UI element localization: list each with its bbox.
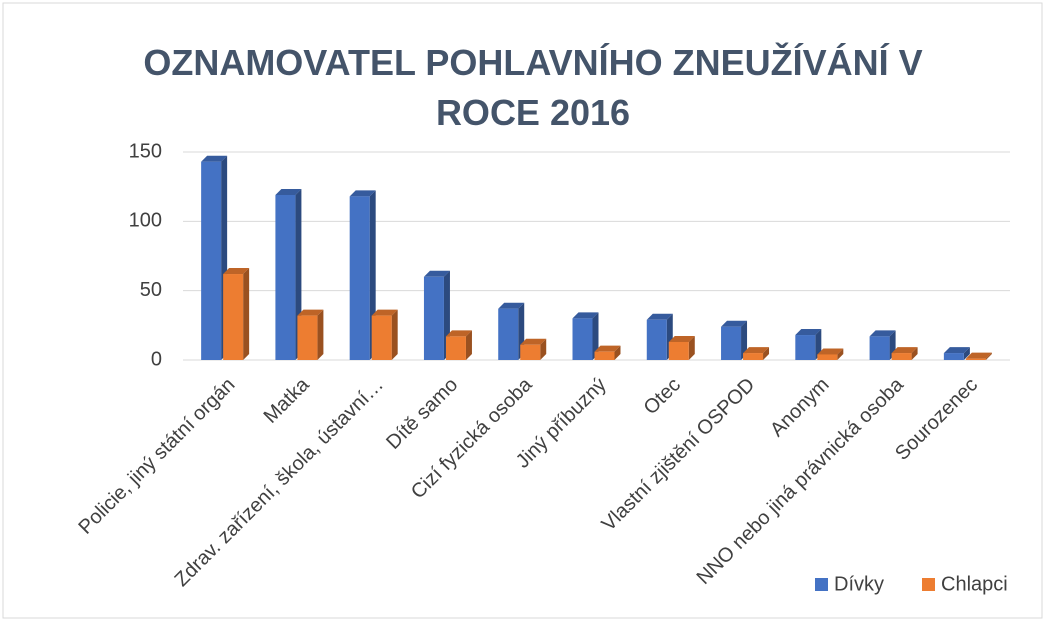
bar [371, 309, 398, 360]
bar [668, 335, 695, 360]
bar [201, 155, 228, 360]
bar-side [391, 309, 398, 360]
x-tick-label: Anonym [766, 374, 833, 441]
bar-top [520, 338, 547, 345]
bar-side [465, 330, 472, 360]
chart-title: OZNAMOVATEL POHLAVNÍHO ZNEUŽÍVÁNÍ V ROCE… [143, 42, 923, 133]
x-tick-label: Matka [260, 373, 315, 428]
bar-side [317, 309, 324, 360]
bar-front [943, 353, 964, 360]
x-tick-label: Otec [640, 374, 685, 419]
bar-top [297, 309, 324, 316]
bar-top [668, 335, 695, 342]
bar-side [540, 338, 547, 360]
bar-front [223, 274, 244, 360]
x-tick-label: Policie, jiný státní orgán [74, 374, 239, 539]
bar-side [963, 347, 970, 360]
y-tick-label: 0 [151, 348, 162, 370]
bar-front [743, 353, 764, 360]
bar-top [349, 190, 376, 197]
bar-side [592, 312, 599, 360]
bar-side [763, 347, 770, 360]
bar-front [965, 358, 986, 360]
bar-top [594, 345, 621, 352]
bar-front [572, 318, 593, 360]
bar-front [423, 276, 444, 360]
bar-top [646, 313, 673, 320]
bar-top [721, 320, 748, 327]
bar-front [817, 354, 838, 360]
bar [445, 330, 472, 360]
bar-top [275, 188, 302, 195]
bar-top [891, 347, 918, 354]
y-tick-label: 150 [129, 140, 162, 162]
x-tick-label: Vlastní zjištění OSPOD [598, 374, 760, 536]
bar-side [614, 345, 621, 360]
bar-top [572, 312, 599, 319]
bar-front [201, 161, 222, 360]
bar-top [943, 347, 970, 354]
bar [223, 268, 250, 360]
bar-front [795, 335, 816, 360]
bar-top [817, 348, 844, 355]
y-tick-label: 100 [129, 210, 162, 232]
bar [817, 348, 844, 360]
legend-label: Dívky [834, 573, 884, 595]
bar-front [371, 315, 392, 360]
bar-top [869, 330, 896, 337]
bar [572, 312, 599, 360]
bar [297, 309, 324, 360]
bar-side [837, 348, 844, 360]
bar-front [721, 326, 742, 360]
bar [965, 352, 992, 360]
bar-front [349, 196, 370, 360]
bar-side [741, 320, 748, 360]
bar-top [371, 309, 398, 316]
bar-top [423, 270, 450, 277]
bar-side [243, 268, 250, 360]
bar-top [498, 302, 525, 309]
bar-top [795, 329, 822, 336]
bar-front [520, 344, 541, 360]
legend-swatch [922, 578, 935, 591]
legend-swatch [815, 578, 828, 591]
bar [943, 347, 970, 360]
bar-top [743, 347, 770, 354]
bar-top [223, 268, 250, 275]
legend-label: Chlapci [941, 573, 1008, 595]
bar-front [498, 308, 519, 360]
bar-side [688, 335, 695, 360]
bar-front [869, 336, 890, 360]
bar-front [646, 319, 667, 360]
bar-front [445, 336, 466, 360]
bar [721, 320, 748, 360]
bar [891, 347, 918, 360]
bar-front [275, 194, 296, 360]
bar-front [668, 341, 689, 360]
bar-side [985, 352, 992, 360]
bar-front [891, 353, 912, 360]
bar-front [297, 315, 318, 360]
bar-side [911, 347, 918, 360]
bar-top [201, 155, 228, 162]
bar-top [445, 330, 472, 337]
bar [349, 190, 376, 360]
bar [520, 338, 547, 360]
x-tick-label: Dítě samo [382, 374, 462, 454]
bar [743, 347, 770, 360]
bar-front [594, 351, 615, 360]
y-tick-label: 50 [140, 279, 162, 301]
bar [594, 345, 621, 360]
bar-top [965, 352, 992, 359]
